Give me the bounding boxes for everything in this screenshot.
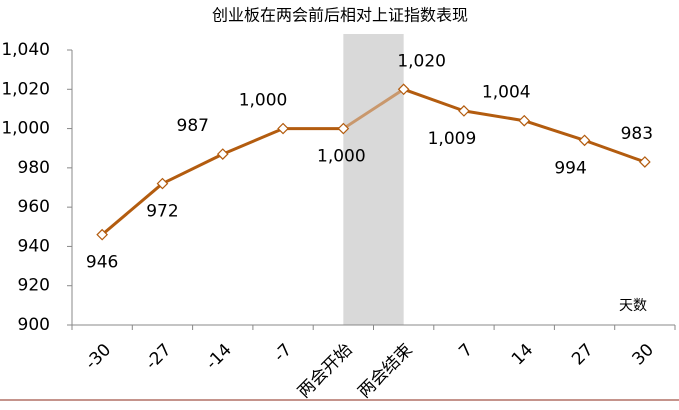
data-label: 1,000 [317, 147, 366, 167]
x-tick-label: -14 [202, 340, 236, 374]
data-label: 1,004 [482, 83, 531, 103]
marker [156, 177, 169, 190]
marker [216, 148, 229, 160]
y-tick-label: 1,000 [1, 119, 50, 139]
y-tick-label: 980 [18, 158, 50, 178]
line-segment [523, 119, 586, 142]
line-segment [222, 127, 284, 156]
line-segment [342, 88, 405, 130]
line-segment [101, 182, 164, 236]
data-label: 987 [177, 116, 209, 136]
data-label: 994 [554, 158, 586, 178]
data-label: 1,020 [397, 51, 446, 71]
x-tick-label: 两会开始 [294, 340, 356, 402]
marker [518, 114, 531, 127]
marker [96, 228, 108, 241]
y-tick-label: 1,040 [1, 40, 50, 60]
x-tick-label: 7 [455, 340, 477, 362]
line-segment [161, 152, 224, 185]
y-tick-label: 920 [18, 276, 50, 296]
y-tick-label: 900 [18, 315, 50, 335]
marker [397, 83, 410, 96]
data-label: 983 [621, 124, 653, 144]
line-segment [463, 109, 525, 123]
data-label: 972 [146, 202, 178, 222]
x-axis-unit: 天数 [619, 298, 647, 314]
data-label: 1,000 [239, 91, 288, 111]
y-tick-label: 960 [18, 197, 50, 217]
x-tick-label: -30 [81, 340, 115, 374]
marker [578, 134, 591, 147]
x-tick-label: 两会结束 [354, 340, 416, 402]
x-tick-label: -7 [270, 340, 296, 366]
marker [639, 156, 651, 168]
line-segment [403, 87, 465, 113]
marker [337, 122, 350, 135]
line-segment [584, 138, 646, 164]
marker [458, 105, 470, 117]
data-label: 1,009 [428, 129, 477, 149]
y-tick-label: 1,020 [1, 79, 50, 99]
highlight-band [343, 34, 404, 325]
x-tick-label: 14 [508, 340, 537, 369]
x-tick-label: 27 [568, 340, 597, 369]
chart-title: 创业板在两会前后相对上证指数表现 [212, 6, 468, 25]
marker [277, 122, 289, 135]
data-label: 946 [86, 253, 118, 273]
x-tick-label: 30 [628, 340, 657, 369]
x-tick-label: -27 [142, 340, 176, 374]
y-tick-label: 940 [18, 236, 50, 256]
